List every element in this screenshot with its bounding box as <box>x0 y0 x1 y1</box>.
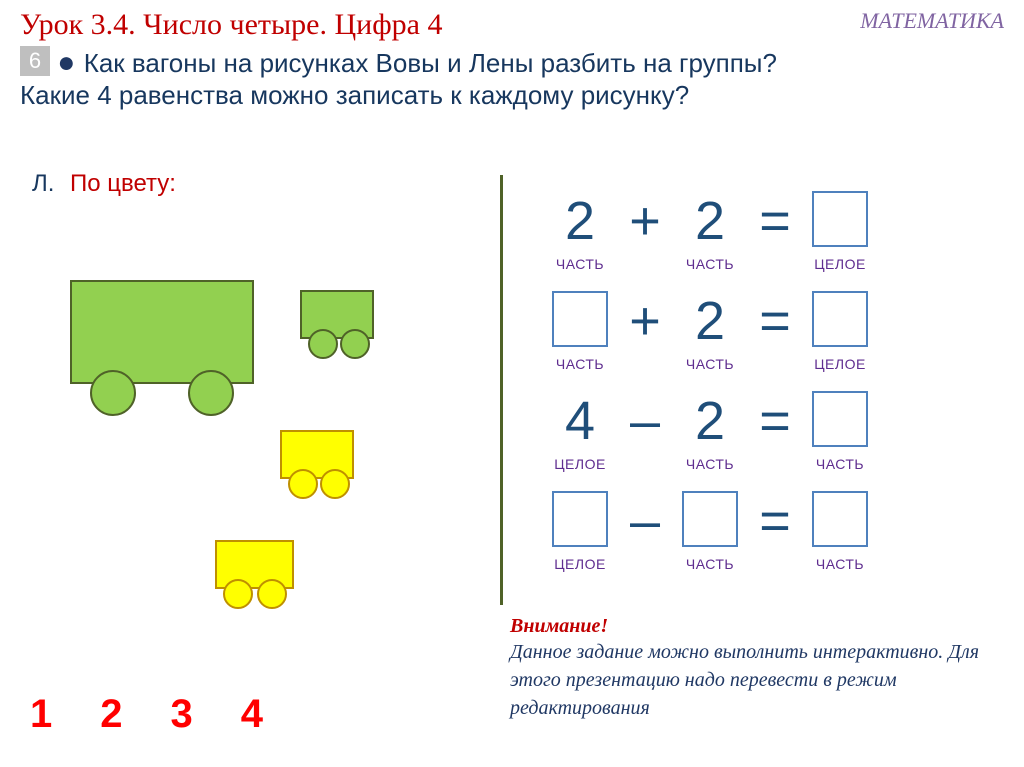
question-block: 6 ● Как вагоны на рисунках Вовы и Лены р… <box>0 46 1024 111</box>
slot-label: ЧАСТЬ <box>540 356 620 372</box>
slot-label: ЧАСТЬ <box>800 556 880 572</box>
wagon-0 <box>70 280 254 384</box>
attention-body: Данное задание можно выполнить интеракти… <box>510 638 1000 722</box>
draggable-number-1[interactable]: 1 <box>30 692 52 736</box>
by-color-label: По цвету: <box>70 170 176 198</box>
operator: + <box>620 190 670 252</box>
operator: = <box>750 390 800 452</box>
result: ЦЕЛОЕ <box>800 291 880 352</box>
wheel-icon <box>257 579 287 609</box>
question-line-2: Какие 4 равенства можно записать к каждо… <box>20 80 689 110</box>
task-number: 6 <box>20 46 50 76</box>
label-l: Л. <box>32 170 54 198</box>
operator: – <box>620 490 670 552</box>
equations-area: 2ЧАСТЬ+2ЧАСТЬ=ЦЕЛОЕЧАСТЬ+2ЧАСТЬ=ЦЕЛОЕ4ЦЕ… <box>540 190 1000 590</box>
operator: = <box>750 490 800 552</box>
answer-box[interactable] <box>812 491 868 547</box>
wagon-body <box>70 280 254 384</box>
draggable-number-3[interactable]: 3 <box>171 692 193 736</box>
result: ЧАСТЬ <box>800 491 880 552</box>
wheel-icon <box>320 469 350 499</box>
equation-row-0: 2ЧАСТЬ+2ЧАСТЬ=ЦЕЛОЕ <box>540 190 1000 252</box>
wheel-icon <box>188 370 234 416</box>
equation-row-3: ЦЕЛОЕ–ЧАСТЬ=ЧАСТЬ <box>540 490 1000 552</box>
answer-box[interactable] <box>812 391 868 447</box>
operator: = <box>750 190 800 252</box>
slot-label: ЦЕЛОЕ <box>540 556 620 572</box>
draggable-number-2[interactable]: 2 <box>100 692 122 736</box>
attention-head: Внимание! <box>510 615 1000 638</box>
number: 2 <box>695 191 725 251</box>
operator: = <box>750 290 800 352</box>
slot-label: ЧАСТЬ <box>800 456 880 472</box>
number: 4 <box>565 391 595 451</box>
header: Урок 3.4. Число четыре. Цифра 4 МАТЕМАТИ… <box>0 0 1024 46</box>
wagon-1 <box>300 290 374 339</box>
wheel-icon <box>90 370 136 416</box>
answer-box[interactable] <box>682 491 738 547</box>
answer-box[interactable] <box>552 291 608 347</box>
operand-a: 4ЦЕЛОЕ <box>540 390 620 452</box>
equation-row-2: 4ЦЕЛОЕ–2ЧАСТЬ=ЧАСТЬ <box>540 390 1000 452</box>
operand-b: 2ЧАСТЬ <box>670 390 750 452</box>
operand-b: ЧАСТЬ <box>670 491 750 552</box>
slot-label: ЧАСТЬ <box>540 256 620 272</box>
wheel-icon <box>223 579 253 609</box>
slot-label: ЧАСТЬ <box>670 456 750 472</box>
number: 2 <box>695 291 725 351</box>
slot-label: ЧАСТЬ <box>670 356 750 372</box>
answer-box[interactable] <box>812 191 868 247</box>
number: 2 <box>695 391 725 451</box>
slot-label: ЧАСТЬ <box>670 256 750 272</box>
operand-b: 2ЧАСТЬ <box>670 290 750 352</box>
wheel-icon <box>340 329 370 359</box>
wagon-2 <box>280 430 354 479</box>
slot-label: ЦЕЛОЕ <box>800 256 880 272</box>
bottom-numbers: 1 2 3 4 <box>30 692 311 737</box>
bullet-icon: ● <box>57 46 83 79</box>
operand-a: 2ЧАСТЬ <box>540 190 620 252</box>
wagon-3 <box>215 540 294 589</box>
question-line-1: Как вагоны на рисунках Вовы и Лены разби… <box>84 48 777 78</box>
slot-label: ЦЕЛОЕ <box>800 356 880 372</box>
number: 2 <box>565 191 595 251</box>
result: ЦЕЛОЕ <box>800 191 880 252</box>
draggable-number-4[interactable]: 4 <box>241 692 263 736</box>
operand-a: ЧАСТЬ <box>540 291 620 352</box>
vertical-divider <box>500 175 503 605</box>
wagons-area <box>50 260 450 610</box>
operator: + <box>620 290 670 352</box>
answer-box[interactable] <box>812 291 868 347</box>
lesson-title: Урок 3.4. Число четыре. Цифра 4 <box>20 8 442 42</box>
operand-b: 2ЧАСТЬ <box>670 190 750 252</box>
equation-row-1: ЧАСТЬ+2ЧАСТЬ=ЦЕЛОЕ <box>540 290 1000 352</box>
subject-label: МАТЕМАТИКА <box>860 8 1004 42</box>
answer-box[interactable] <box>552 491 608 547</box>
operator: – <box>620 390 670 452</box>
wagon-body <box>215 540 294 589</box>
slot-label: ЧАСТЬ <box>670 556 750 572</box>
operand-a: ЦЕЛОЕ <box>540 491 620 552</box>
slot-label: ЦЕЛОЕ <box>540 456 620 472</box>
result: ЧАСТЬ <box>800 391 880 452</box>
attention-block: Внимание! Данное задание можно выполнить… <box>510 615 1000 722</box>
wheel-icon <box>288 469 318 499</box>
wheel-icon <box>308 329 338 359</box>
